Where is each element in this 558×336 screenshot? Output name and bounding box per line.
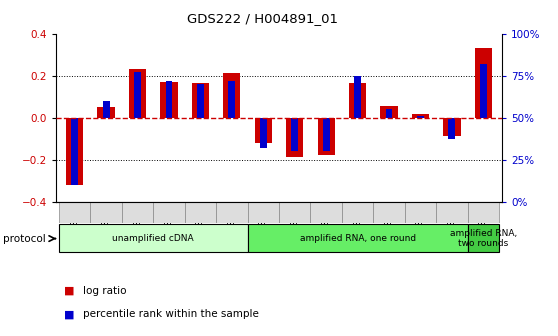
Bar	[223, 74, 240, 118]
Bar	[134, 72, 141, 118]
Bar	[443, 118, 460, 136]
Bar	[354, 76, 361, 118]
Text: amplified RNA,
two rounds: amplified RNA, two rounds	[450, 229, 517, 248]
Bar	[216, 202, 248, 223]
Bar	[291, 118, 298, 151]
Bar	[122, 202, 153, 223]
Bar	[185, 202, 216, 223]
Text: amplified RNA, one round: amplified RNA, one round	[300, 234, 416, 243]
Bar	[197, 84, 204, 118]
Bar	[436, 202, 468, 223]
Text: unamplified cDNA: unamplified cDNA	[113, 234, 194, 243]
Bar	[373, 202, 405, 223]
Text: GDS222 / H004891_01: GDS222 / H004891_01	[187, 12, 338, 25]
Bar	[66, 118, 83, 185]
Bar	[228, 81, 235, 118]
Bar	[192, 83, 209, 118]
Text: ■: ■	[64, 286, 75, 296]
Bar	[468, 202, 499, 223]
Text: ■: ■	[64, 309, 75, 319]
Bar	[71, 118, 78, 185]
Bar	[90, 202, 122, 223]
Bar	[449, 118, 455, 139]
Bar	[166, 81, 172, 118]
Bar	[248, 224, 468, 252]
Bar	[59, 202, 90, 223]
Bar	[480, 64, 487, 118]
Bar	[260, 118, 267, 148]
Text: percentile rank within the sample: percentile rank within the sample	[83, 309, 258, 319]
Bar	[318, 118, 335, 155]
Bar	[98, 107, 115, 118]
Bar	[129, 69, 146, 118]
Bar	[160, 82, 177, 118]
Bar	[405, 202, 436, 223]
Bar	[412, 115, 429, 118]
Bar	[103, 101, 109, 118]
Bar	[323, 118, 330, 151]
Bar	[417, 116, 424, 118]
Text: protocol: protocol	[3, 234, 46, 244]
Bar	[279, 202, 310, 223]
Bar	[286, 118, 304, 158]
Bar	[153, 202, 185, 223]
Bar	[381, 106, 398, 118]
Bar	[468, 224, 499, 252]
Bar	[59, 224, 248, 252]
Bar	[310, 202, 342, 223]
Bar	[254, 118, 272, 143]
Bar	[475, 48, 492, 118]
Bar	[386, 109, 392, 118]
Text: log ratio: log ratio	[83, 286, 126, 296]
Bar	[342, 202, 373, 223]
Bar	[248, 202, 279, 223]
Bar	[349, 83, 366, 118]
